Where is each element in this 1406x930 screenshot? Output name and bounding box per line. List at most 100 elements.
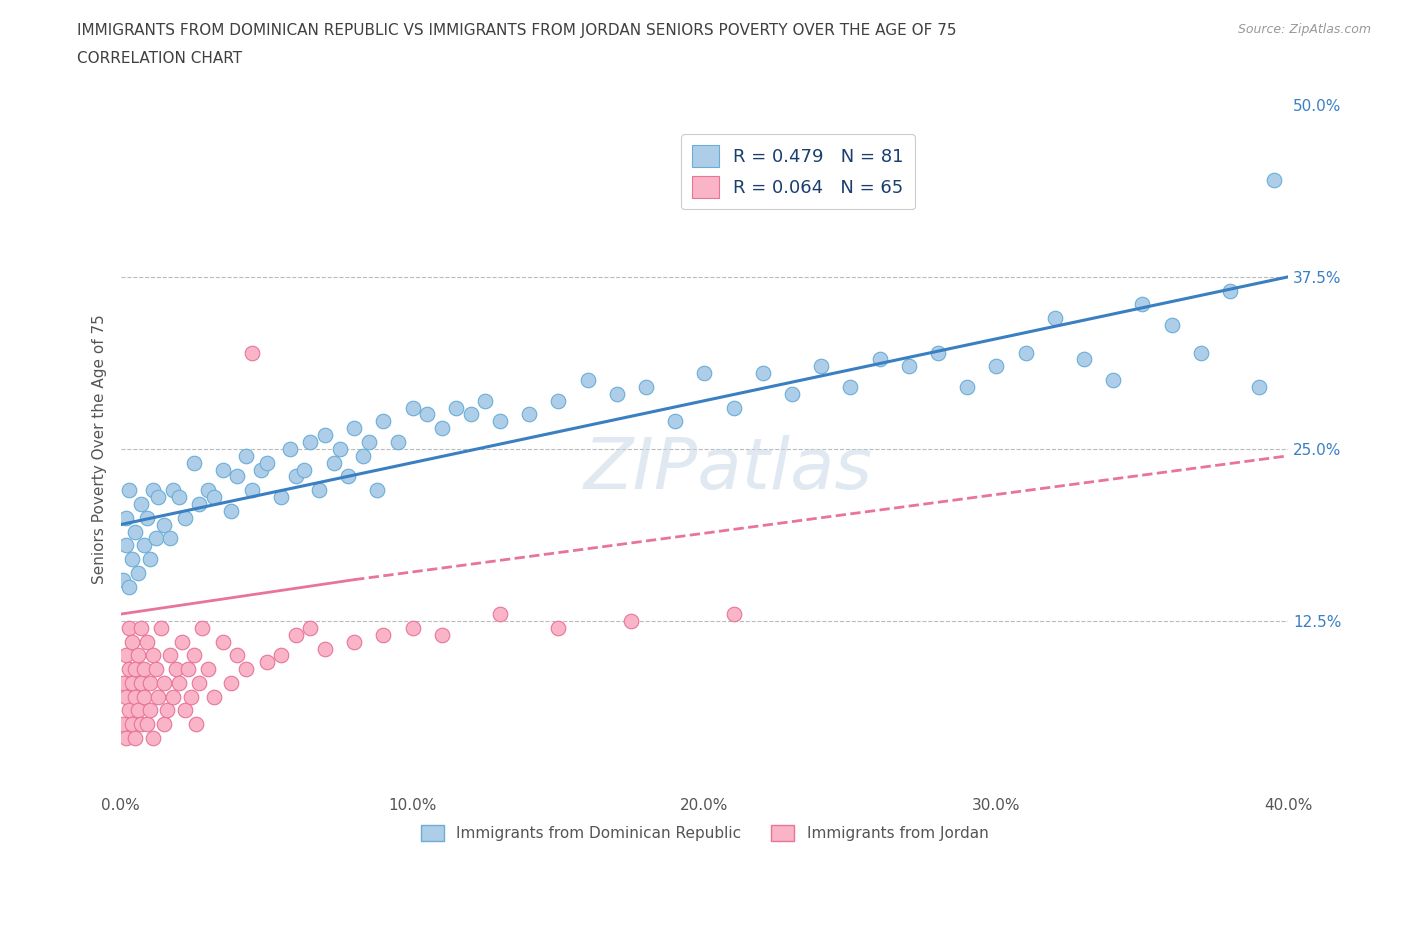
Immigrants from Dominican Republic: [1189, 345, 1212, 360]
Immigrants from Jordan: [124, 662, 146, 677]
Immigrants from Dominican Republic: [752, 365, 775, 380]
Immigrants from Jordan: [129, 717, 152, 732]
Immigrants from Jordan: [180, 689, 202, 704]
Immigrants from Jordan: [112, 717, 135, 732]
Immigrants from Jordan: [167, 675, 190, 690]
Text: CORRELATION CHART: CORRELATION CHART: [77, 51, 242, 66]
Immigrants from Dominican Republic: [343, 420, 366, 435]
Immigrants from Dominican Republic: [373, 414, 395, 429]
Immigrants from Jordan: [124, 689, 146, 704]
Immigrants from Dominican Republic: [115, 511, 138, 525]
Immigrants from Dominican Republic: [1043, 311, 1066, 325]
Immigrants from Dominican Republic: [416, 407, 439, 422]
Immigrants from Jordan: [165, 662, 187, 677]
Immigrants from Dominican Republic: [328, 442, 350, 457]
Immigrants from Dominican Republic: [839, 379, 862, 394]
Immigrants from Jordan: [270, 648, 292, 663]
Immigrants from Dominican Republic: [1073, 352, 1095, 366]
Immigrants from Dominican Republic: [278, 442, 301, 457]
Immigrants from Jordan: [132, 662, 155, 677]
Immigrants from Dominican Republic: [1132, 297, 1154, 312]
Immigrants from Jordan: [118, 703, 141, 718]
Immigrants from Jordan: [314, 641, 336, 656]
Legend: Immigrants from Dominican Republic, Immigrants from Jordan: Immigrants from Dominican Republic, Immi…: [415, 819, 994, 847]
Immigrants from Dominican Republic: [446, 400, 468, 415]
Immigrants from Dominican Republic: [322, 455, 344, 470]
Immigrants from Dominican Republic: [188, 497, 211, 512]
Immigrants from Jordan: [127, 648, 149, 663]
Y-axis label: Seniors Poverty Over the Age of 75: Seniors Poverty Over the Age of 75: [93, 314, 107, 584]
Immigrants from Dominican Republic: [357, 434, 380, 449]
Immigrants from Dominican Republic: [129, 497, 152, 512]
Immigrants from Dominican Republic: [240, 483, 263, 498]
Immigrants from Dominican Republic: [314, 428, 336, 443]
Immigrants from Dominican Republic: [460, 407, 482, 422]
Immigrants from Dominican Republic: [401, 400, 423, 415]
Immigrants from Jordan: [170, 634, 193, 649]
Immigrants from Dominican Republic: [221, 503, 243, 518]
Immigrants from Jordan: [723, 606, 745, 621]
Immigrants from Dominican Republic: [869, 352, 891, 366]
Immigrants from Dominican Republic: [1160, 317, 1182, 332]
Immigrants from Jordan: [132, 689, 155, 704]
Immigrants from Jordan: [226, 648, 249, 663]
Immigrants from Dominican Republic: [145, 531, 167, 546]
Immigrants from Jordan: [240, 345, 263, 360]
Immigrants from Dominican Republic: [270, 489, 292, 504]
Immigrants from Jordan: [186, 717, 208, 732]
Immigrants from Jordan: [211, 634, 233, 649]
Immigrants from Dominican Republic: [135, 511, 157, 525]
Immigrants from Dominican Republic: [1102, 373, 1125, 388]
Immigrants from Dominican Republic: [235, 448, 257, 463]
Immigrants from Dominican Republic: [118, 579, 141, 594]
Immigrants from Dominican Republic: [576, 373, 599, 388]
Immigrants from Jordan: [118, 620, 141, 635]
Immigrants from Dominican Republic: [810, 359, 832, 374]
Immigrants from Jordan: [159, 648, 181, 663]
Immigrants from Dominican Republic: [927, 345, 949, 360]
Immigrants from Jordan: [202, 689, 225, 704]
Immigrants from Dominican Republic: [153, 517, 176, 532]
Immigrants from Dominican Republic: [517, 407, 540, 422]
Immigrants from Jordan: [142, 648, 165, 663]
Immigrants from Dominican Republic: [124, 525, 146, 539]
Immigrants from Dominican Republic: [226, 469, 249, 484]
Immigrants from Jordan: [191, 620, 214, 635]
Immigrants from Dominican Republic: [294, 462, 316, 477]
Immigrants from Jordan: [115, 689, 138, 704]
Immigrants from Jordan: [127, 703, 149, 718]
Immigrants from Dominican Republic: [337, 469, 360, 484]
Immigrants from Dominican Republic: [167, 489, 190, 504]
Immigrants from Jordan: [121, 717, 143, 732]
Immigrants from Dominican Republic: [299, 434, 322, 449]
Text: Source: ZipAtlas.com: Source: ZipAtlas.com: [1237, 23, 1371, 36]
Immigrants from Dominican Republic: [284, 469, 307, 484]
Immigrants from Jordan: [153, 717, 176, 732]
Immigrants from Jordan: [221, 675, 243, 690]
Immigrants from Dominican Republic: [121, 551, 143, 566]
Immigrants from Dominican Republic: [159, 531, 181, 546]
Text: ZIPatlas: ZIPatlas: [583, 435, 872, 504]
Immigrants from Dominican Republic: [664, 414, 686, 429]
Immigrants from Dominican Republic: [636, 379, 658, 394]
Immigrants from Jordan: [401, 620, 423, 635]
Immigrants from Jordan: [145, 662, 167, 677]
Immigrants from Jordan: [188, 675, 211, 690]
Immigrants from Dominican Republic: [780, 386, 803, 401]
Immigrants from Dominican Republic: [142, 483, 165, 498]
Immigrants from Dominican Republic: [352, 448, 374, 463]
Immigrants from Dominican Republic: [489, 414, 512, 429]
Immigrants from Dominican Republic: [138, 551, 160, 566]
Immigrants from Jordan: [150, 620, 173, 635]
Immigrants from Dominican Republic: [1219, 283, 1241, 298]
Immigrants from Jordan: [115, 648, 138, 663]
Immigrants from Dominican Republic: [115, 538, 138, 552]
Immigrants from Jordan: [115, 731, 138, 746]
Immigrants from Dominican Republic: [547, 393, 569, 408]
Text: IMMIGRANTS FROM DOMINICAN REPUBLIC VS IMMIGRANTS FROM JORDAN SENIORS POVERTY OVE: IMMIGRANTS FROM DOMINICAN REPUBLIC VS IM…: [77, 23, 957, 38]
Immigrants from Dominican Republic: [173, 511, 195, 525]
Immigrants from Dominican Republic: [197, 483, 219, 498]
Immigrants from Dominican Republic: [118, 483, 141, 498]
Immigrants from Dominican Republic: [430, 420, 453, 435]
Immigrants from Dominican Republic: [986, 359, 1008, 374]
